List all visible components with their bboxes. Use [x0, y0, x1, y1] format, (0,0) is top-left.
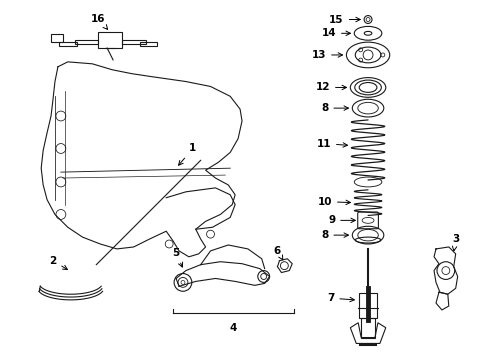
- Text: 2: 2: [49, 256, 67, 270]
- Text: 14: 14: [321, 28, 350, 38]
- Text: 3: 3: [451, 234, 458, 251]
- Text: 4: 4: [229, 323, 236, 333]
- Text: 8: 8: [321, 230, 348, 240]
- Text: 9: 9: [327, 215, 355, 225]
- Text: 13: 13: [311, 50, 342, 60]
- Text: 15: 15: [328, 14, 360, 24]
- Text: 7: 7: [326, 293, 354, 303]
- Text: 5: 5: [172, 248, 182, 267]
- Text: 1: 1: [178, 144, 196, 165]
- Text: 10: 10: [317, 197, 350, 207]
- Text: 12: 12: [315, 82, 346, 93]
- Text: 6: 6: [273, 246, 282, 260]
- Text: 16: 16: [91, 14, 107, 30]
- Text: 8: 8: [321, 103, 348, 113]
- Text: 11: 11: [316, 139, 347, 149]
